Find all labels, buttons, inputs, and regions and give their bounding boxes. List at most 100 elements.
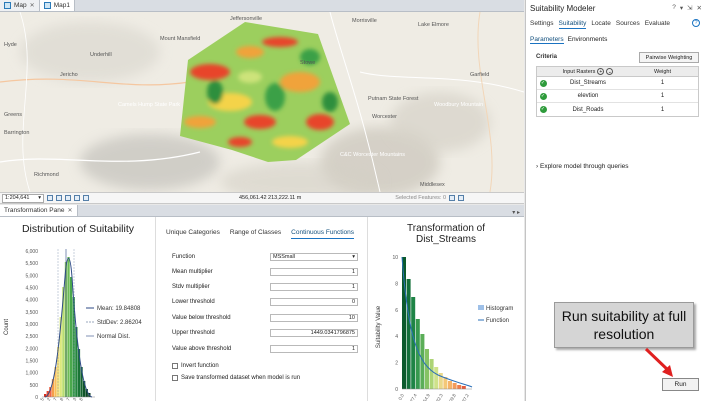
value-below-threshold-input[interactable]: 10	[270, 314, 358, 322]
histogram-bar	[59, 317, 62, 397]
pairwise-weighting-button[interactable]: Pairwise Weighting	[639, 52, 699, 63]
chevron-right-icon: ›	[536, 163, 539, 170]
tab-range-of-classes[interactable]: Range of Classes	[229, 229, 282, 236]
x-tick-label: 25.3	[69, 397, 78, 401]
close-icon[interactable]: ✕	[696, 5, 702, 12]
pause-icon[interactable]	[449, 195, 456, 201]
value-above-threshold-input[interactable]: 1	[270, 345, 358, 353]
table-row[interactable]: ✓ elevtion 1	[537, 90, 698, 103]
close-icon[interactable]: ✕	[67, 208, 73, 214]
close-icon[interactable]: ✕	[29, 3, 35, 9]
transformation-legend: Histogram Function	[478, 305, 513, 324]
place-label: Morrisville	[352, 18, 377, 24]
callout-arrow	[644, 347, 673, 377]
tab-parameters[interactable]: Parameters	[530, 36, 564, 44]
param-label: Stdv multiplier	[172, 284, 210, 290]
place-label: Jeffersonville	[230, 16, 262, 22]
tab-transformation-pane[interactable]: Transformation Pane ✕	[0, 205, 78, 216]
table-header: Input Rasters + ⌄ Weight	[537, 67, 698, 77]
parameters-panel: Unique Categories Range of Classes Conti…	[156, 217, 368, 401]
table-row[interactable]: ✓ Dist_Streams 1	[537, 77, 698, 90]
scale-value: 1:204,641	[5, 195, 30, 201]
scale-selector[interactable]: 1:204,641 ▾	[2, 193, 44, 203]
upper-threshold-input[interactable]: 1449.0341796875	[270, 329, 358, 337]
run-button[interactable]: Run	[662, 378, 699, 391]
explore-queries-expander[interactable]: › Explore model through queries	[536, 163, 629, 170]
param-row: Function MSSmall ▾	[172, 252, 358, 262]
histogram-bar	[448, 381, 452, 389]
refresh-icon[interactable]	[83, 195, 89, 201]
place-label: Hyde	[4, 42, 17, 48]
legend-histogram: Histogram	[486, 306, 513, 312]
histogram-bar	[77, 349, 81, 397]
place-label: Stowe	[300, 60, 316, 66]
tab-unique-categories[interactable]: Unique Categories	[166, 229, 220, 236]
tab-settings[interactable]: Settings	[530, 20, 554, 27]
pan-icon[interactable]	[56, 195, 62, 201]
zoom-icon[interactable]	[65, 195, 71, 201]
place-label: Lake Elmore	[418, 22, 449, 28]
tab-sources[interactable]: Sources	[615, 20, 640, 27]
column-header: Input Rasters	[562, 68, 596, 75]
mean-multiplier-input[interactable]: 1	[270, 268, 358, 276]
raster-name: Dist_Streams	[569, 80, 606, 86]
tab-environments[interactable]: Environments	[567, 36, 608, 43]
help-icon[interactable]: ?	[672, 4, 676, 11]
function-select[interactable]: MSSmall ▾	[270, 253, 358, 261]
x-tick-label: 19.8	[56, 397, 65, 401]
chevron-down-icon[interactable]: ⌄	[606, 68, 614, 75]
histogram-bar	[62, 287, 65, 397]
place-label: Greens	[4, 112, 23, 118]
navigate-icon[interactable]	[74, 195, 80, 201]
refresh-icon[interactable]	[458, 195, 465, 201]
invert-function-checkbox[interactable]: Invert function	[172, 363, 219, 369]
y-tick-label: 4,500	[25, 286, 38, 292]
pin-icon[interactable]: ⇲	[687, 5, 693, 12]
param-row: Lower threshold 0	[172, 297, 358, 307]
y-tick-label: 0	[35, 395, 38, 401]
tab-map-label: Map	[14, 2, 27, 9]
weight-value[interactable]: 1	[660, 106, 665, 113]
checkbox[interactable]	[172, 375, 178, 381]
check-icon: ✓	[539, 92, 547, 100]
table-row[interactable]: ✓ Dist_Roads 1	[537, 103, 698, 116]
tab-map[interactable]: Map ✕	[0, 0, 40, 11]
histogram-bar	[406, 279, 411, 389]
add-icon[interactable]: +	[597, 68, 605, 75]
chevron-down-icon: ▾	[352, 254, 355, 260]
param-label: Upper threshold	[172, 330, 215, 336]
distribution-ylabel: Count	[4, 319, 10, 335]
function-curve	[401, 256, 473, 388]
column-header: Weight	[653, 68, 672, 75]
param-row: Mean multiplier 1	[172, 267, 358, 277]
grid-icon[interactable]	[47, 195, 53, 201]
tab-map1-label: Map1	[53, 2, 70, 9]
histogram-bar	[75, 327, 78, 397]
tab-continuous-functions[interactable]: Continuous Functions	[291, 229, 355, 239]
tab-locate[interactable]: Locate	[591, 20, 611, 27]
lower-threshold-input[interactable]: 0	[270, 298, 358, 306]
tab-suitability[interactable]: Suitability	[558, 20, 587, 29]
pane-overflow-icon[interactable]: ▾ ▸	[512, 210, 520, 216]
histogram-bar	[46, 391, 49, 397]
distribution-chart: Count 6,000 5,500 5,000 4,500 4,000 3,500 3,00…	[4, 249, 142, 401]
histogram-bar	[85, 389, 88, 397]
weight-value[interactable]: 1	[660, 93, 665, 99]
y-tick-label: 1,000	[25, 371, 38, 377]
help-icon[interactable]: ?	[692, 19, 700, 27]
x-tick-label: 532.3	[434, 393, 444, 401]
place-label: C&C Worcester Mountains	[340, 152, 406, 158]
stdv-multiplier-input[interactable]: 1	[270, 283, 358, 291]
tab-evaluate[interactable]: Evaluate	[644, 20, 671, 27]
chevron-down-icon[interactable]: ▾	[679, 5, 684, 12]
legend-normal: Normal Dist.	[97, 334, 130, 340]
weight-value[interactable]: 1	[660, 80, 665, 86]
histogram-bar	[461, 386, 466, 389]
tab-map1[interactable]: Map1	[39, 0, 75, 11]
save-dataset-checkbox[interactable]: Save transformed dataset when model is r…	[172, 375, 300, 381]
histogram-bar	[411, 297, 416, 389]
checkbox[interactable]	[172, 363, 178, 369]
place-label: Jericho	[60, 72, 78, 78]
map-view[interactable]: Morrisville Stowe Underhill Mount Mansfi…	[0, 12, 524, 192]
x-tick-label: 354.9	[421, 393, 431, 401]
